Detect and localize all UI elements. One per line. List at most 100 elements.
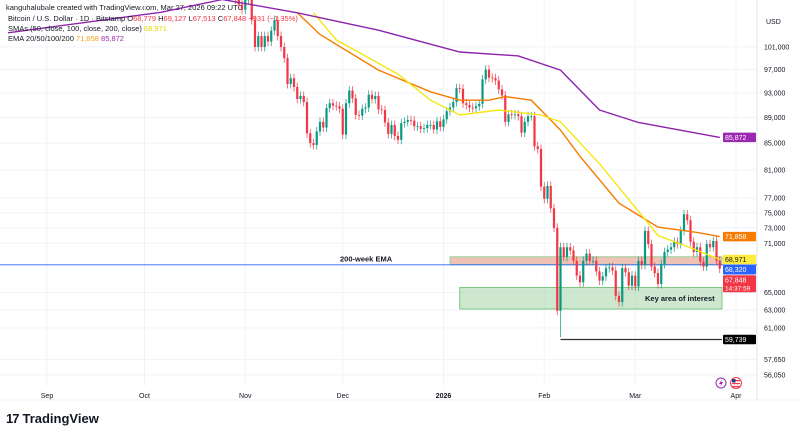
candle-body bbox=[543, 186, 546, 199]
candle-body bbox=[699, 247, 702, 262]
ema-legend[interactable]: EMA 20/50/100/200 71,858 85,872 bbox=[8, 34, 124, 43]
candle bbox=[643, 226, 647, 270]
price-tick-label: 85,000 bbox=[764, 141, 786, 148]
close-value: 67,848 bbox=[223, 14, 247, 23]
candle-body bbox=[422, 128, 426, 129]
candle-body bbox=[640, 260, 643, 265]
candle-body bbox=[517, 114, 520, 117]
candle-body bbox=[708, 244, 712, 248]
candle bbox=[409, 115, 413, 126]
candle bbox=[419, 121, 422, 134]
candle bbox=[471, 103, 474, 113]
tradingview-logo[interactable]: 17 TradingView bbox=[6, 411, 99, 426]
candle bbox=[591, 256, 595, 266]
candle bbox=[647, 226, 650, 249]
candle bbox=[413, 116, 416, 131]
key-area-zone bbox=[459, 286, 723, 310]
candle-body bbox=[318, 121, 322, 132]
price-label: 59,739 bbox=[725, 337, 747, 344]
candle bbox=[673, 237, 676, 252]
candle bbox=[289, 73, 292, 89]
candle bbox=[244, 0, 247, 15]
candle bbox=[351, 86, 354, 103]
candle-body bbox=[695, 247, 699, 253]
candle bbox=[237, 0, 240, 10]
price-tick-label: 63,000 bbox=[764, 307, 786, 314]
candle bbox=[637, 256, 640, 291]
price-label-box bbox=[723, 334, 756, 345]
candle bbox=[344, 98, 348, 140]
candle bbox=[653, 262, 656, 278]
candle bbox=[266, 31, 270, 46]
candle-body bbox=[445, 111, 448, 120]
candle-body bbox=[608, 267, 611, 269]
candle bbox=[533, 111, 536, 151]
candle bbox=[656, 268, 660, 289]
tradingview-logo-icon: 17 bbox=[6, 411, 20, 426]
candle-body bbox=[309, 133, 312, 144]
candle-body bbox=[367, 94, 370, 108]
candle bbox=[429, 120, 432, 130]
time-tick-label: Apr bbox=[731, 393, 743, 400]
candle-body bbox=[598, 271, 601, 281]
candle bbox=[393, 120, 396, 141]
candle bbox=[416, 121, 419, 131]
candle bbox=[549, 181, 552, 213]
candle-body bbox=[328, 103, 331, 109]
price-tick-label: 89,000 bbox=[764, 115, 786, 122]
candle-body bbox=[325, 108, 328, 128]
candle-body bbox=[273, 20, 276, 31]
candle-body bbox=[582, 260, 585, 283]
symbol-name: Bitcoin / U.S. Dollar · 1D · Bitstamp bbox=[8, 14, 126, 23]
candle bbox=[715, 236, 718, 266]
candle bbox=[403, 117, 406, 128]
candle bbox=[575, 256, 578, 281]
low-value: 67,513 bbox=[192, 14, 216, 23]
candle-body bbox=[539, 148, 543, 187]
candle bbox=[617, 291, 621, 307]
candle bbox=[292, 73, 296, 92]
price-label: 68,971 bbox=[725, 257, 747, 264]
price-tick-label: 97,000 bbox=[764, 67, 786, 74]
sma-legend[interactable]: SMAs (50, close, 100, close, 200, close)… bbox=[8, 24, 167, 33]
candle bbox=[348, 86, 351, 108]
candle-body bbox=[520, 116, 523, 133]
price-tick-label: 73,000 bbox=[764, 225, 786, 232]
candle-body bbox=[279, 36, 283, 47]
candle-body bbox=[429, 125, 432, 126]
candle-body bbox=[426, 125, 429, 129]
candle bbox=[578, 271, 582, 287]
lightning-glyph-icon bbox=[719, 379, 723, 387]
price-tick-label: 61,000 bbox=[764, 325, 786, 332]
candle bbox=[546, 181, 549, 204]
candle bbox=[621, 263, 624, 307]
candle-body bbox=[484, 69, 487, 80]
candle-body bbox=[669, 247, 673, 250]
candle bbox=[422, 123, 426, 134]
candle-body bbox=[673, 241, 676, 248]
candle-body bbox=[559, 247, 562, 311]
candle bbox=[380, 104, 383, 115]
candle bbox=[565, 242, 569, 262]
candle bbox=[387, 118, 390, 139]
candle bbox=[552, 203, 556, 233]
symbol-legend: Bitcoin / U.S. Dollar · 1D · Bitstamp O6… bbox=[8, 14, 298, 23]
candle-body bbox=[679, 230, 682, 245]
candle-body bbox=[435, 121, 439, 130]
price-tick-label: 71,000 bbox=[764, 241, 786, 248]
candle-body bbox=[500, 89, 504, 96]
flag-stripe bbox=[732, 383, 740, 385]
candle-body bbox=[481, 79, 484, 104]
candle bbox=[302, 91, 305, 107]
candle-body bbox=[523, 121, 526, 133]
ma-line-200 bbox=[7, 0, 720, 139]
candle-body bbox=[569, 247, 572, 251]
candle bbox=[406, 115, 409, 127]
candle bbox=[666, 245, 669, 257]
price-tick-label: 77,000 bbox=[764, 196, 786, 203]
candle bbox=[624, 263, 627, 277]
price-tick-label: 75,000 bbox=[764, 210, 786, 217]
candle-body bbox=[705, 244, 708, 267]
candle-body bbox=[383, 109, 387, 123]
